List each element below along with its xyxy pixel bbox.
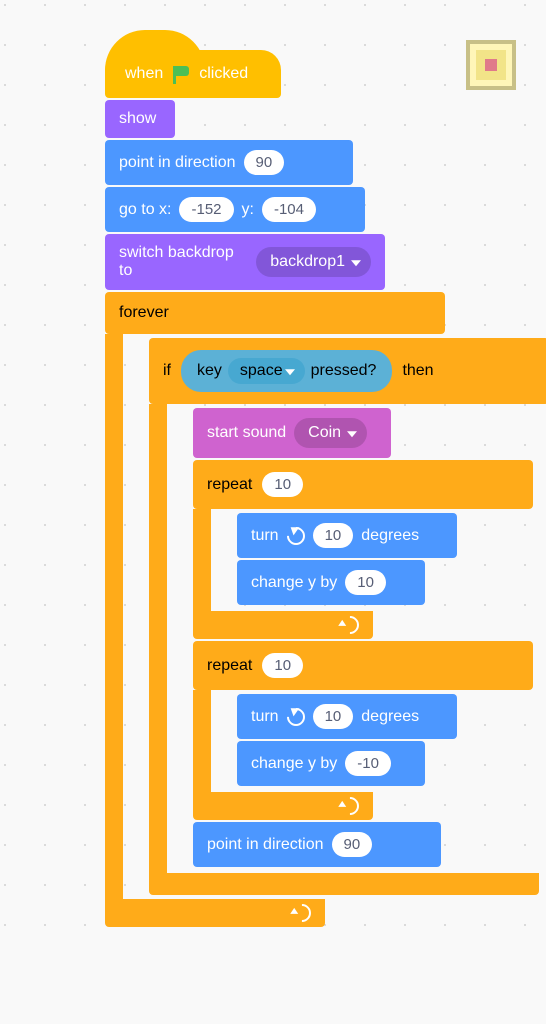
repeat2-label: repeat <box>207 657 252 675</box>
repeat1-footer <box>193 611 373 639</box>
forever-body: if key space pressed? then start sound <box>105 334 531 899</box>
repeat-block-2[interactable]: repeat 10 <box>193 641 533 690</box>
repeat2-footer <box>193 792 373 820</box>
backdrop-dropdown[interactable]: backdrop1 <box>256 247 371 277</box>
if-block[interactable]: if key space pressed? then <box>149 338 546 404</box>
sense-post: pressed? <box>311 362 377 380</box>
loop-arrow-icon <box>337 612 362 637</box>
repeat1-count[interactable]: 10 <box>262 472 303 497</box>
hat-pre: when <box>125 65 163 83</box>
if-footer <box>149 873 539 895</box>
stop-button[interactable] <box>466 40 516 90</box>
turn2-post: degrees <box>361 708 419 726</box>
backdrop-value: backdrop1 <box>270 253 345 270</box>
show-block[interactable]: show <box>105 100 175 138</box>
point-direction-block-2[interactable]: point in direction 90 <box>193 822 441 867</box>
if-post: then <box>402 362 433 380</box>
direction2-input[interactable]: 90 <box>332 832 373 857</box>
if-pre: if <box>163 362 171 380</box>
repeat-block-1[interactable]: repeat 10 <box>193 460 533 509</box>
show-label: show <box>119 110 156 128</box>
change-y-block-2[interactable]: change y by -10 <box>237 741 425 786</box>
sound-pre: start sound <box>207 424 286 442</box>
forever-footer <box>105 899 325 927</box>
green-flag-icon <box>171 64 191 84</box>
turn-cw-block-1[interactable]: turn 10 degrees <box>237 513 457 558</box>
sound-dropdown[interactable]: Coin <box>294 418 367 448</box>
key-dropdown[interactable]: space <box>228 358 305 384</box>
turn1-post: degrees <box>361 527 419 545</box>
chy2-pre: change y by <box>251 755 337 773</box>
point2-label: point in direction <box>207 836 324 854</box>
sound-value: Coin <box>308 424 341 441</box>
repeat2-body: turn 10 degrees change y by -10 <box>193 690 531 792</box>
repeat1-body: turn 10 degrees change y by 10 <box>193 509 531 611</box>
repeat2-count[interactable]: 10 <box>262 653 303 678</box>
clockwise-icon <box>283 704 308 729</box>
goto-pre: go to x: <box>119 201 171 219</box>
turn1-val[interactable]: 10 <box>313 523 354 548</box>
forever-label: forever <box>119 304 169 322</box>
goto-mid: y: <box>242 201 254 219</box>
when-flag-clicked-block[interactable]: when clicked <box>105 50 281 98</box>
point-direction-block[interactable]: point in direction 90 <box>105 140 353 185</box>
sense-pre: key <box>197 362 222 380</box>
start-sound-block[interactable]: start sound Coin <box>193 408 391 458</box>
chy1-pre: change y by <box>251 574 337 592</box>
direction-input[interactable]: 90 <box>244 150 285 175</box>
if-body: start sound Coin repeat 10 <box>149 404 531 873</box>
backdrop-pre: switch backdrop to <box>119 244 248 280</box>
loop-arrow-icon <box>337 793 362 818</box>
goto-x-input[interactable]: -152 <box>179 197 233 222</box>
turn1-pre: turn <box>251 527 279 545</box>
turn-cw-block-2[interactable]: turn 10 degrees <box>237 694 457 739</box>
clockwise-icon <box>283 523 308 548</box>
if-header: if key space pressed? then <box>149 338 546 404</box>
key-pressed-reporter[interactable]: key space pressed? <box>181 350 392 392</box>
repeat1-label: repeat <box>207 476 252 494</box>
turn2-pre: turn <box>251 708 279 726</box>
chy1-val[interactable]: 10 <box>345 570 386 595</box>
change-y-block-1[interactable]: change y by 10 <box>237 560 425 605</box>
goto-xy-block[interactable]: go to x: -152 y: -104 <box>105 187 365 232</box>
forever-block[interactable]: forever <box>105 292 445 334</box>
switch-backdrop-block[interactable]: switch backdrop to backdrop1 <box>105 234 385 290</box>
block-stack: when clicked show point in direction 90 … <box>105 50 531 927</box>
chy2-val[interactable]: -10 <box>345 751 391 776</box>
loop-arrow-icon <box>289 900 314 925</box>
goto-y-input[interactable]: -104 <box>262 197 316 222</box>
point-label: point in direction <box>119 154 236 172</box>
forever-header: forever <box>105 292 445 334</box>
hat-post: clicked <box>199 65 248 83</box>
key-value: space <box>240 362 283 379</box>
turn2-val[interactable]: 10 <box>313 704 354 729</box>
